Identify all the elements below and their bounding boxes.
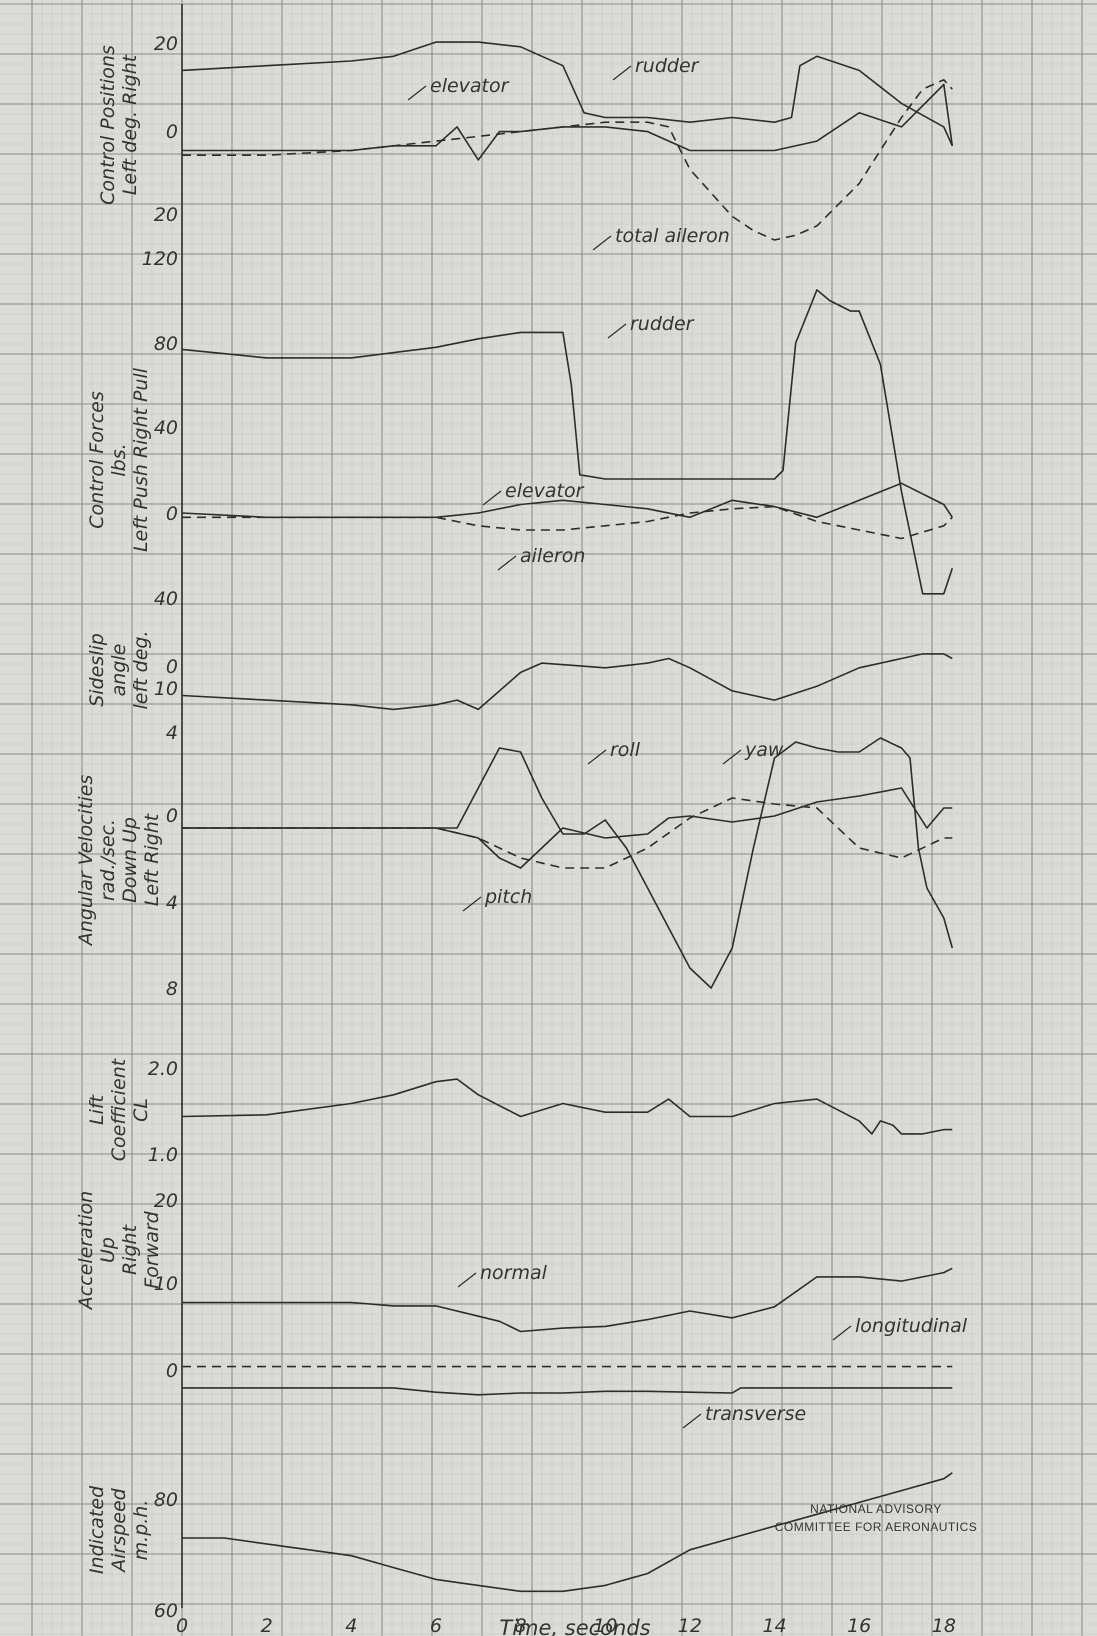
panel-5-ytick-2: 0 <box>166 1360 178 1382</box>
panel-3-annotation-0-leader <box>587 749 607 765</box>
panel-4-series-0-line <box>181 1078 953 1135</box>
panel-0-series-0-line <box>181 41 954 147</box>
panel-3-ytick-3: 8 <box>166 978 178 1000</box>
panel-5-series-2-line <box>182 1387 953 1396</box>
panel-0-ytick-0: 20 <box>154 33 178 55</box>
panel-1-annotation-0: rudder <box>630 313 695 335</box>
panel-5-annotation-1: longitudinal <box>855 1315 968 1337</box>
x-tick-8: 8 <box>515 1615 527 1636</box>
panel-4-ylabel-line-0: Lift <box>86 1093 108 1125</box>
x-tick-10: 10 <box>593 1615 617 1636</box>
panel-5-ytick-1: 10 <box>154 1273 178 1295</box>
panel-6-ytick-1: 60 <box>154 1600 178 1622</box>
panel-4-ytick-0: 2.0 <box>148 1058 178 1080</box>
panel-0-annotation-2-leader <box>592 235 612 251</box>
panel-0-ytick-2: 20 <box>154 204 178 226</box>
panel-1-series-0-line <box>181 289 954 595</box>
panel-1-ytick-2: 40 <box>154 417 178 439</box>
panel-3-series-0-line <box>182 737 954 989</box>
panel-5-ylabel-line-2: Right <box>119 1223 141 1275</box>
panel-2-ytick-0: 0 <box>166 656 178 678</box>
x-axis-label: Time, seconds <box>499 1616 650 1636</box>
panel-1-ylabel-line-1: lbs. <box>108 443 130 476</box>
panel-3-annotation-0: roll <box>610 739 641 761</box>
panel-3-ylabel-line-2: Down Up <box>119 817 141 903</box>
panel-3-series-2-line <box>182 797 953 869</box>
panel-0-ylabel-line-1: Left deg. Right <box>119 53 141 195</box>
panel-5-annotation-0-leader <box>457 1272 477 1288</box>
panel-1-annotation-2: aileron <box>520 545 585 567</box>
credit-line-1: NATIONAL ADVISORY <box>810 1502 942 1516</box>
panel-2-series-0-line <box>181 653 953 711</box>
panel-3-ylabel-line-1: rad./sec. <box>97 819 119 901</box>
x-tick-14: 14 <box>762 1615 786 1636</box>
panel-3-ylabel-line-0: Angular Velocities <box>75 775 97 948</box>
panel-5-series-0-line <box>182 1267 953 1333</box>
panel-5-annotation-2: transverse <box>705 1403 806 1425</box>
panel-6-ylabel-line-0: Indicated <box>86 1485 108 1574</box>
panel-0-annotation-0: rudder <box>635 55 700 77</box>
x-tick-16: 16 <box>847 1615 871 1636</box>
panel-0-annotation-1-leader <box>407 85 427 101</box>
x-tick-18: 18 <box>932 1615 956 1636</box>
x-tick-12: 12 <box>678 1615 702 1636</box>
panel-3-annotation-1: yaw <box>744 739 784 761</box>
panel-3-ytick-2: 4 <box>166 892 178 914</box>
panel-0-ylabel-line-0: Control Positions <box>97 45 119 205</box>
panel-5-ytick-0: 20 <box>154 1190 178 1212</box>
panel-0-ytick-1: 0 <box>166 121 178 143</box>
credit-block: NATIONAL ADVISORY COMMITTEE FOR AERONAUT… <box>775 1502 978 1534</box>
panel-2-ylabel-line-0: Sideslip <box>86 633 108 707</box>
panel-1-ytick-0: 120 <box>142 248 178 270</box>
x-tick-2: 2 <box>261 1615 273 1636</box>
panel-1-ytick-3: 0 <box>166 503 178 525</box>
panel-0-annotation-1: elevator <box>430 75 510 97</box>
panel-0-series-1-line <box>182 83 954 161</box>
panel-3-ytick-0: 4 <box>166 722 178 744</box>
panel-2-ylabel-line-1: angle <box>108 644 130 697</box>
panel-1-annotation-1: elevator <box>505 480 585 502</box>
panel-0-annotation-0-leader <box>612 65 632 81</box>
panel-1-ylabel-line-0: Control Forces <box>86 391 108 529</box>
credit-line-2: COMMITTEE FOR AERONAUTICS <box>775 1520 978 1534</box>
panel-4-ylabel-line-2: CL <box>130 1098 152 1122</box>
panel-3-annotation-1-leader <box>722 749 742 765</box>
panel-5-ylabel-line-1: Up <box>97 1237 119 1263</box>
panel-3-series-1-line <box>182 787 953 869</box>
panel-3-annotation-2-leader <box>462 896 482 912</box>
panel-3-annotation-2: pitch <box>484 886 532 908</box>
panel-4-ytick-1: 1.0 <box>148 1144 178 1166</box>
panel-5-ylabel-line-0: Acceleration <box>75 1191 97 1311</box>
panel-1-annotation-1-leader <box>482 490 502 506</box>
panel-2-ytick-1: 10 <box>154 678 178 700</box>
panel-5-annotation-1-leader <box>832 1325 852 1341</box>
panel-1-annotation-2-leader <box>497 555 517 571</box>
panel-1-ylabel-line-2: Left Push Right Pull <box>130 367 152 552</box>
panel-6-ylabel-line-2: m.p.h. <box>130 1500 152 1561</box>
panel-5-annotation-2-leader <box>682 1413 702 1429</box>
panel-1-ytick-4: 40 <box>154 588 178 610</box>
curve-layer <box>181 41 954 1593</box>
panel-5-ylabel-line-3: Forward <box>141 1210 163 1288</box>
x-tick-0: 0 <box>176 1615 188 1636</box>
panel-6-ytick-0: 80 <box>154 1489 178 1511</box>
panel-1-ytick-1: 80 <box>154 333 178 355</box>
panel-1-series-2-line <box>182 505 953 540</box>
panel-3-ytick-1: 0 <box>166 805 178 827</box>
x-tick-4: 4 <box>345 1615 357 1636</box>
panel-6-ylabel-line-1: Airspeed <box>108 1487 130 1573</box>
panel-6-series-0-line <box>182 1472 953 1593</box>
panel-5-annotation-0: normal <box>480 1262 548 1284</box>
panel-4-ylabel-line-1: Coefficient <box>108 1057 130 1161</box>
panel-2-ylabel-line-2: left deg. <box>130 631 152 710</box>
panel-3-ylabel-line-3: Left Right <box>141 812 163 906</box>
x-tick-6: 6 <box>430 1615 442 1636</box>
panel-0-annotation-2: total aileron <box>615 225 730 247</box>
panel-1-annotation-0-leader <box>607 323 627 339</box>
panel-0-series-2-line <box>182 79 953 241</box>
